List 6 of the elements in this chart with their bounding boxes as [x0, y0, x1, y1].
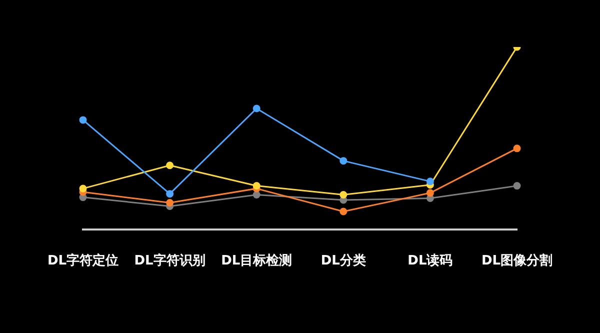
x-tick-label: DL读码: [408, 254, 453, 269]
x-tick-label: DL分类: [320, 254, 366, 269]
x-tick-label: DL字符识别: [134, 252, 206, 269]
x-tick-label: DL字符定位: [47, 252, 119, 269]
x-tick-label: DL图像分割: [481, 252, 553, 269]
x-tick-label: DL目标检测: [221, 254, 292, 269]
